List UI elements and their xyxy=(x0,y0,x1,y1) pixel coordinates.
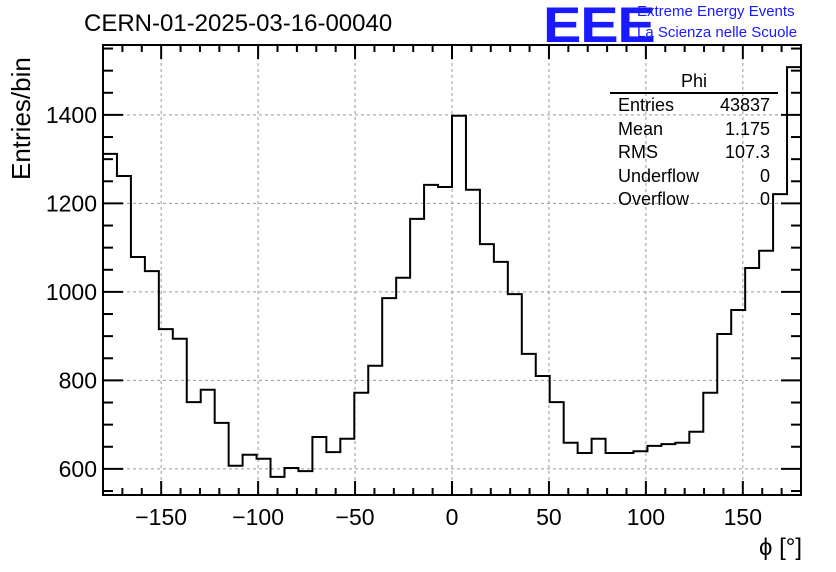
stats-value: 0 xyxy=(759,189,770,209)
histogram-bin xyxy=(550,402,564,495)
histogram-bin xyxy=(243,455,257,495)
histogram-bin xyxy=(229,466,243,495)
histogram-bin xyxy=(522,354,536,495)
x-tick-label: 150 xyxy=(724,504,762,530)
histogram-bin xyxy=(494,262,508,495)
chart-title: CERN-01-2025-03-16-00040 xyxy=(84,10,393,37)
x-tick-label: −100 xyxy=(232,504,284,530)
histogram-bin xyxy=(145,271,159,495)
histogram-bin xyxy=(326,452,340,495)
stats-row-underflow: Underflow 0 xyxy=(610,165,778,189)
x-tick-label: 50 xyxy=(536,504,562,530)
stats-value: 43837 xyxy=(719,95,770,115)
histogram-bin xyxy=(480,244,494,495)
histogram-bin xyxy=(689,432,703,495)
histogram-bin xyxy=(773,194,787,495)
histogram-bin xyxy=(717,334,731,495)
histogram-bin xyxy=(187,402,201,495)
y-tick-label: 1400 xyxy=(46,102,97,128)
histogram-bin xyxy=(452,116,466,495)
histogram-bin xyxy=(354,393,368,495)
histogram-bin xyxy=(298,471,312,495)
stats-value: 107.3 xyxy=(724,142,770,162)
histogram-bin xyxy=(703,393,717,495)
stats-row-overflow: Overflow 0 xyxy=(610,188,778,212)
histogram-bin xyxy=(424,185,438,495)
histogram-bin xyxy=(787,67,801,495)
histogram-bin xyxy=(103,154,117,495)
histogram-bin xyxy=(215,423,229,495)
y-tick-label: 600 xyxy=(59,456,97,482)
histogram-bin xyxy=(661,444,675,495)
histogram-bin xyxy=(410,219,424,495)
histogram-line xyxy=(103,66,801,478)
histogram-bin xyxy=(396,278,410,495)
histogram-bin xyxy=(466,190,480,495)
x-tick-label: 100 xyxy=(627,504,665,530)
stats-value: 1.175 xyxy=(724,118,770,139)
stats-label: Overflow xyxy=(618,189,690,209)
stats-label: Entries xyxy=(618,95,675,115)
stats-value: 0 xyxy=(759,165,770,186)
stats-title: Phi xyxy=(610,70,778,94)
eee-logo: EEE xyxy=(543,0,656,53)
x-tick-label: −50 xyxy=(336,504,375,530)
logo-line1: Extreme Energy Events xyxy=(637,3,795,20)
histogram-bin xyxy=(508,294,522,495)
histogram-bin xyxy=(340,439,354,495)
histogram-bin xyxy=(592,439,606,495)
histogram-bin xyxy=(578,453,592,495)
y-axis-label: Entries/bin xyxy=(6,57,36,180)
histogram-bin xyxy=(201,390,215,495)
x-tick-label: −150 xyxy=(135,504,187,530)
y-tick-label: 800 xyxy=(59,367,97,393)
y-tick-label: 1000 xyxy=(46,279,97,305)
stats-box: Phi Entries 43837 Mean 1.175 RMS 107.3 Unde… xyxy=(610,70,778,212)
stats-row-mean: Mean 1.175 xyxy=(610,118,778,142)
histogram-bin xyxy=(745,268,759,495)
histogram-bin xyxy=(647,446,661,495)
histogram-bin xyxy=(131,257,145,495)
stats-row-rms: RMS 107.3 xyxy=(610,141,778,165)
x-tick-label: 0 xyxy=(446,504,459,530)
stats-label: Mean xyxy=(618,118,664,139)
histogram-bin xyxy=(117,176,131,495)
histogram-bin xyxy=(759,251,773,495)
logo-line2: La Scienza nelle Scuole xyxy=(637,24,798,41)
histogram-bin xyxy=(173,339,187,495)
y-tick-label: 1200 xyxy=(46,190,97,216)
histogram-bin xyxy=(382,298,396,495)
histogram-bin xyxy=(312,437,326,495)
histogram-bin xyxy=(368,366,382,495)
stats-label: Underflow xyxy=(618,165,700,186)
histogram-bin xyxy=(536,376,550,495)
histogram-bin xyxy=(438,187,452,495)
stats-label: RMS xyxy=(618,142,658,162)
stats-row-entries: Entries 43837 xyxy=(610,94,778,118)
x-axis-label: ϕ [°] xyxy=(758,534,802,561)
